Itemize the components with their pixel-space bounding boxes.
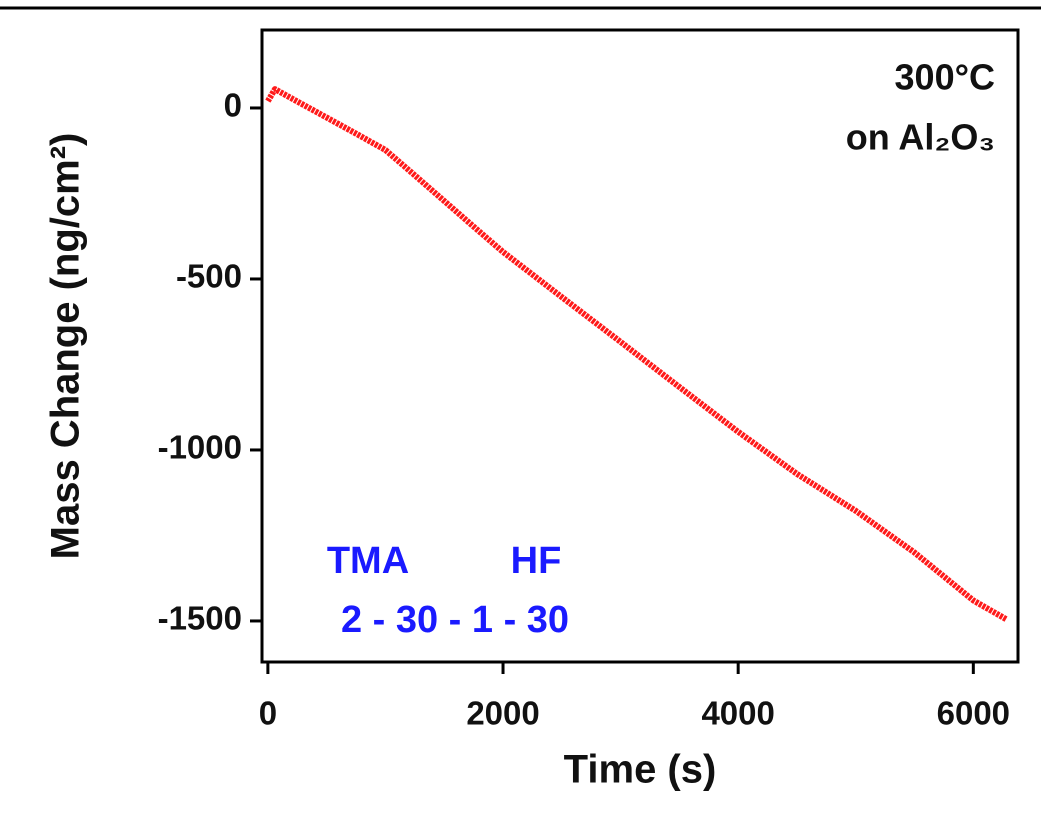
annotation: 300°C	[895, 57, 995, 98]
annotation: TMA	[327, 540, 409, 582]
x-tick-label: 2000	[466, 695, 539, 732]
y-tick-label: 0	[224, 87, 242, 124]
x-axis-title: Time (s)	[564, 748, 717, 792]
y-tick-label: -1500	[158, 600, 242, 637]
y-tick-label: -1000	[158, 429, 242, 466]
y-tick-label: -500	[176, 258, 242, 295]
x-tick-label: 0	[259, 695, 277, 732]
data-line	[265, 86, 1008, 622]
y-axis-title: Mass Change (ng/cm²)	[44, 133, 88, 560]
x-tick-label: 6000	[937, 695, 1010, 732]
annotation: HF	[511, 540, 562, 582]
plot-frame	[260, 28, 1020, 664]
annotation: 2 - 30 - 1 - 30	[341, 599, 569, 641]
x-tick-label: 4000	[701, 695, 774, 732]
annotation: on Al₂O₃	[846, 117, 995, 158]
